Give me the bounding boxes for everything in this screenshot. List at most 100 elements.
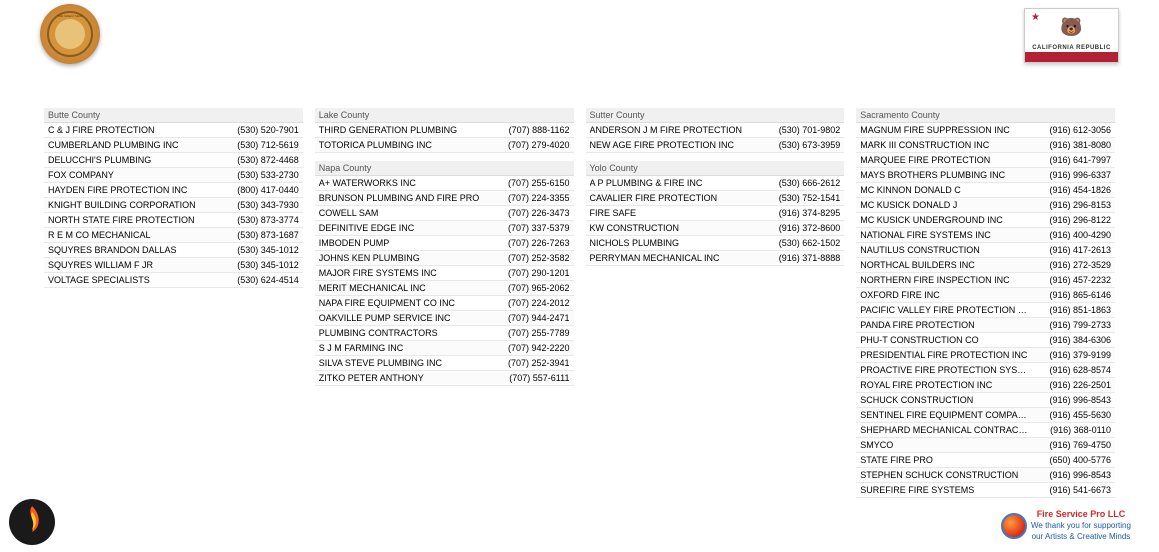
table-row: PERRYMAN MECHANICAL INC(916) 371-8888 [586, 251, 845, 266]
sponsor-line1: Fire Service Pro LLC [1031, 509, 1131, 520]
flag-star-icon: ★ [1031, 12, 1040, 23]
company-name: PHU-T CONSTRUCTION CO [860, 333, 1033, 347]
company-phone: (916) 371-8888 [762, 251, 840, 265]
table-row: CUMBERLAND PLUMBING INC(530) 712-5619 [44, 138, 303, 153]
company-phone: (707) 255-7789 [492, 326, 570, 340]
company-phone: (916) 996-8543 [1033, 468, 1111, 482]
table-row: PLUMBING CONTRACTORS(707) 255-7789 [315, 326, 574, 341]
company-name: VOLTAGE SPECIALISTS [48, 273, 221, 287]
company-name: MAGNUM FIRE SUPPRESSION INC [860, 123, 1033, 137]
company-name: SQUYRES WILLIAM F JR [48, 258, 221, 272]
table-row: NORTHERN FIRE INSPECTION INC(916) 457-22… [856, 273, 1115, 288]
table-row: NICHOLS PLUMBING(530) 662-1502 [586, 236, 845, 251]
table-row: S J M FARMING INC(707) 942-2220 [315, 341, 574, 356]
county-header: Yolo County [586, 161, 845, 176]
company-name: MAJOR FIRE SYSTEMS INC [319, 266, 492, 280]
company-phone: (530) 872-4468 [221, 153, 299, 167]
company-phone: (916) 996-8543 [1033, 393, 1111, 407]
company-phone: (530) 701-9802 [762, 123, 840, 137]
table-row: SHEPHARD MECHANICAL CONTRACTORS INC(916)… [856, 423, 1115, 438]
company-name: IMBODEN PUMP [319, 236, 492, 250]
company-phone: (707) 224-3355 [492, 191, 570, 205]
company-phone: (530) 752-1541 [762, 191, 840, 205]
company-name: PANDA FIRE PROTECTION [860, 318, 1033, 332]
table-row: MAGNUM FIRE SUPPRESSION INC(916) 612-305… [856, 123, 1115, 138]
company-name: PRESIDENTIAL FIRE PROTECTION INC [860, 348, 1033, 362]
company-phone: (800) 417-0440 [221, 183, 299, 197]
table-row: SUREFIRE FIRE SYSTEMS(916) 541-6673 [856, 483, 1115, 498]
table-row: PRESIDENTIAL FIRE PROTECTION INC(916) 37… [856, 348, 1115, 363]
company-phone: (916) 457-2232 [1033, 273, 1111, 287]
company-name: NICHOLS PLUMBING [590, 236, 763, 250]
company-phone: (530) 873-1687 [221, 228, 299, 242]
table-row: OXFORD FIRE INC(916) 865-6146 [856, 288, 1115, 303]
table-row: SMYCO(916) 769-4750 [856, 438, 1115, 453]
company-name: KW CONSTRUCTION [590, 221, 763, 235]
table-row: MERIT MECHANICAL INC(707) 965-2062 [315, 281, 574, 296]
company-phone: (530) 712-5619 [221, 138, 299, 152]
company-name: SQUYRES BRANDON DALLAS [48, 243, 221, 257]
company-name: NATIONAL FIRE SYSTEMS INC [860, 228, 1033, 242]
company-phone: (650) 400-5776 [1033, 453, 1111, 467]
company-name: CAVALIER FIRE PROTECTION [590, 191, 763, 205]
company-name: MAYS BROTHERS PLUMBING INC [860, 168, 1033, 182]
company-name: S J M FARMING INC [319, 341, 492, 355]
company-name: ROYAL FIRE PROTECTION INC [860, 378, 1033, 392]
table-row: OAKVILLE PUMP SERVICE INC(707) 944-2471 [315, 311, 574, 326]
sponsor-line3: our Artists & Creative Minds [1031, 531, 1131, 542]
company-phone: (916) 799-2733 [1033, 318, 1111, 332]
county-block: Sacramento CountyMAGNUM FIRE SUPPRESSION… [856, 108, 1115, 498]
company-phone: (707) 290-1201 [492, 266, 570, 280]
company-phone: (916) 384-6306 [1033, 333, 1111, 347]
company-phone: (530) 345-1012 [221, 243, 299, 257]
company-name: FOX COMPANY [48, 168, 221, 182]
company-name: TOTORICA PLUMBING INC [319, 138, 492, 152]
company-name: CUMBERLAND PLUMBING INC [48, 138, 221, 152]
company-phone: (530) 520-7901 [221, 123, 299, 137]
county-block: Napa CountyA+ WATERWORKS INC(707) 255-61… [315, 161, 574, 386]
company-phone: (916) 368-0110 [1033, 423, 1111, 437]
table-row: CAVALIER FIRE PROTECTION(530) 752-1541 [586, 191, 845, 206]
company-phone: (916) 996-6337 [1033, 168, 1111, 182]
company-name: SUREFIRE FIRE SYSTEMS [860, 483, 1033, 497]
flag-text: CALIFORNIA REPUBLIC [1025, 45, 1118, 51]
company-phone: (916) 374-8295 [762, 206, 840, 220]
state-seal-icon: THE GREAT SEAL [40, 4, 100, 64]
county-header: Butte County [44, 108, 303, 123]
footer-sponsor-card: Fire Service Pro LLC We thank you for su… [1001, 509, 1151, 542]
flag-bear-icon: 🐻 [1060, 17, 1082, 38]
company-phone: (707) 944-2471 [492, 311, 570, 325]
company-name: STATE FIRE PRO [860, 453, 1033, 467]
company-name: HAYDEN FIRE PROTECTION INC [48, 183, 221, 197]
table-row: THIRD GENERATION PLUMBING(707) 888-1162 [315, 123, 574, 138]
company-phone: (530) 533-2730 [221, 168, 299, 182]
table-row: SQUYRES BRANDON DALLAS(530) 345-1012 [44, 243, 303, 258]
company-name: R E M CO MECHANICAL [48, 228, 221, 242]
table-row: PANDA FIRE PROTECTION(916) 799-2733 [856, 318, 1115, 333]
county-block: Yolo CountyA P PLUMBING & FIRE INC(530) … [586, 161, 845, 266]
company-name: SHEPHARD MECHANICAL CONTRACTORS INC [860, 423, 1033, 437]
directory-columns: Butte CountyC & J FIRE PROTECTION(530) 5… [44, 108, 1115, 506]
company-name: MERIT MECHANICAL INC [319, 281, 492, 295]
company-name: KNIGHT BUILDING CORPORATION [48, 198, 221, 212]
table-row: R E M CO MECHANICAL(530) 873-1687 [44, 228, 303, 243]
company-name: NAUTILUS CONSTRUCTION [860, 243, 1033, 257]
table-row: NEW AGE FIRE PROTECTION INC(530) 673-395… [586, 138, 845, 153]
company-phone: (916) 628-8574 [1033, 363, 1111, 377]
table-row: TOTORICA PLUMBING INC(707) 279-4020 [315, 138, 574, 153]
company-name: OXFORD FIRE INC [860, 288, 1033, 302]
county-header: Lake County [315, 108, 574, 123]
company-phone: (707) 226-3473 [492, 206, 570, 220]
table-row: BRUNSON PLUMBING AND FIRE PRO(707) 224-3… [315, 191, 574, 206]
company-phone: (916) 612-3056 [1033, 123, 1111, 137]
company-phone: (916) 400-4290 [1033, 228, 1111, 242]
county-header: Sacramento County [856, 108, 1115, 123]
table-row: SENTINEL FIRE EQUIPMENT COMPANY(916) 455… [856, 408, 1115, 423]
table-row: MAJOR FIRE SYSTEMS INC(707) 290-1201 [315, 266, 574, 281]
company-phone: (707) 252-3582 [492, 251, 570, 265]
table-row: COWELL SAM(707) 226-3473 [315, 206, 574, 221]
company-name: C & J FIRE PROTECTION [48, 123, 221, 137]
company-name: THIRD GENERATION PLUMBING [319, 123, 492, 137]
company-name: FIRE SAFE [590, 206, 763, 220]
company-name: SMYCO [860, 438, 1033, 452]
